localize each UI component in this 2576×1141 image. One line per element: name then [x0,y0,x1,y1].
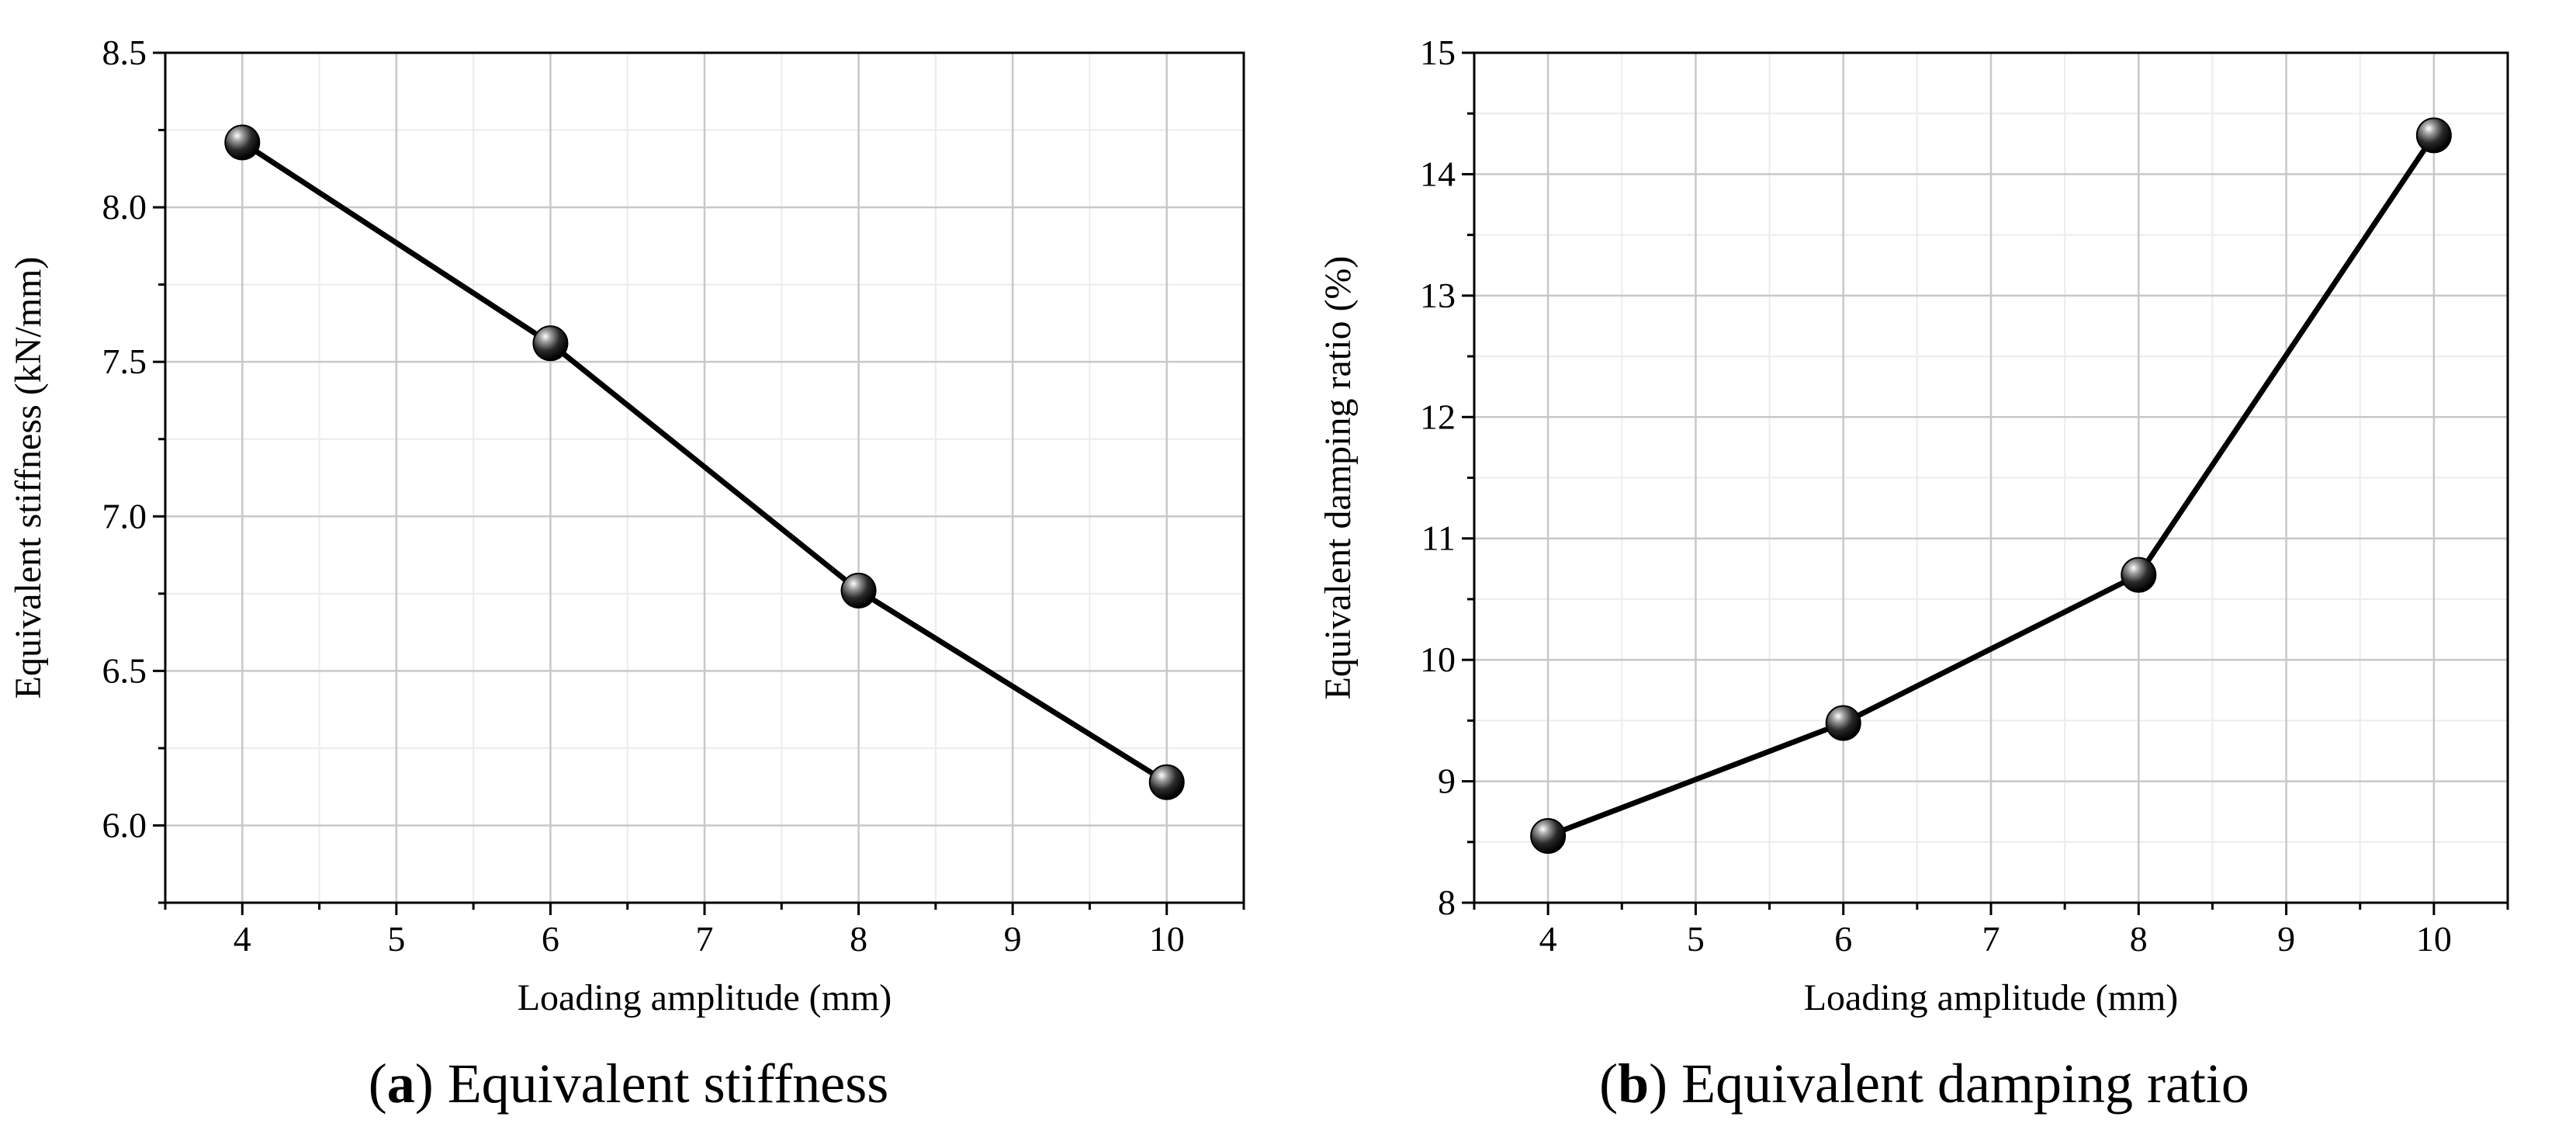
y-tick-label: 8.5 [102,33,147,72]
y-tick-label: 14 [1420,154,1456,193]
caption-b-letter: b [1618,1053,1650,1115]
y-tick-label: 12 [1420,397,1456,436]
chart-panel-a: 4 5 6 7 8 9 10 6.0 6.5 7.0 7.5 8.0 8.5 Loading amplit… [8,33,1245,1018]
data-point [1148,764,1185,800]
x-tick-label: 10 [1149,919,1185,959]
data-point [2121,557,2157,593]
x-tick-label: 6 [1834,919,1852,959]
y-tick-label: 6.5 [102,650,147,690]
y-axis-title: Equivalent stiffness (kN/mm) [8,257,49,699]
x-tick-label: 8 [850,919,867,959]
data-series-line [1546,134,2436,839]
y-tick-label: 6.0 [102,805,147,844]
data-point [2415,117,2452,154]
data-series-line [241,140,1169,785]
data-point [1530,817,1567,854]
x-tick-label: 8 [2130,919,2148,959]
y-axis-title: Equivalent damping ratio (%) [1317,256,1359,700]
caption-a: (a) Equivalent stiffness [368,1053,889,1115]
y-tick-label: 10 [1420,640,1456,679]
y-tick-label: 11 [1421,518,1456,558]
data-point [840,572,877,609]
y-tick-label: 8.0 [102,187,147,227]
y-tick-label: 13 [1420,276,1456,315]
caption-a-text: Equivalent stiffness [447,1053,889,1115]
caption-b-text: Equivalent damping ratio [1681,1053,2249,1115]
x-axis-title: Loading amplitude (mm) [1804,977,2179,1018]
x-tick-label: 9 [2277,919,2295,959]
y-tick-label: 15 [1420,33,1456,72]
caption-b: (b) Equivalent damping ratio [1599,1053,2249,1115]
y-tick-label: 7.0 [102,496,147,536]
y-tick-label: 7.5 [102,342,147,381]
x-tick-label: 5 [387,919,405,959]
data-point [224,124,261,161]
x-tick-label: 10 [2416,919,2452,959]
x-tick-label: 9 [1004,919,1022,959]
x-tick-label: 6 [542,919,559,959]
x-tick-label: 5 [1687,919,1705,959]
x-tick-label: 7 [1982,919,2000,959]
y-tick-label: 9 [1438,761,1456,801]
chart-panel-b: 4 5 6 7 8 9 10 8 9 10 11 12 13 14 15 Loading amplitude … [1317,33,2509,1018]
x-tick-label: 4 [1539,919,1557,959]
x-tick-label: 4 [234,919,251,959]
caption-a-letter: a [386,1053,415,1115]
x-axis-title: Loading amplitude (mm) [518,977,892,1018]
data-point [532,325,569,362]
y-tick-label: 8 [1438,883,1456,922]
data-point [1825,705,1861,741]
x-tick-label: 7 [696,919,714,959]
